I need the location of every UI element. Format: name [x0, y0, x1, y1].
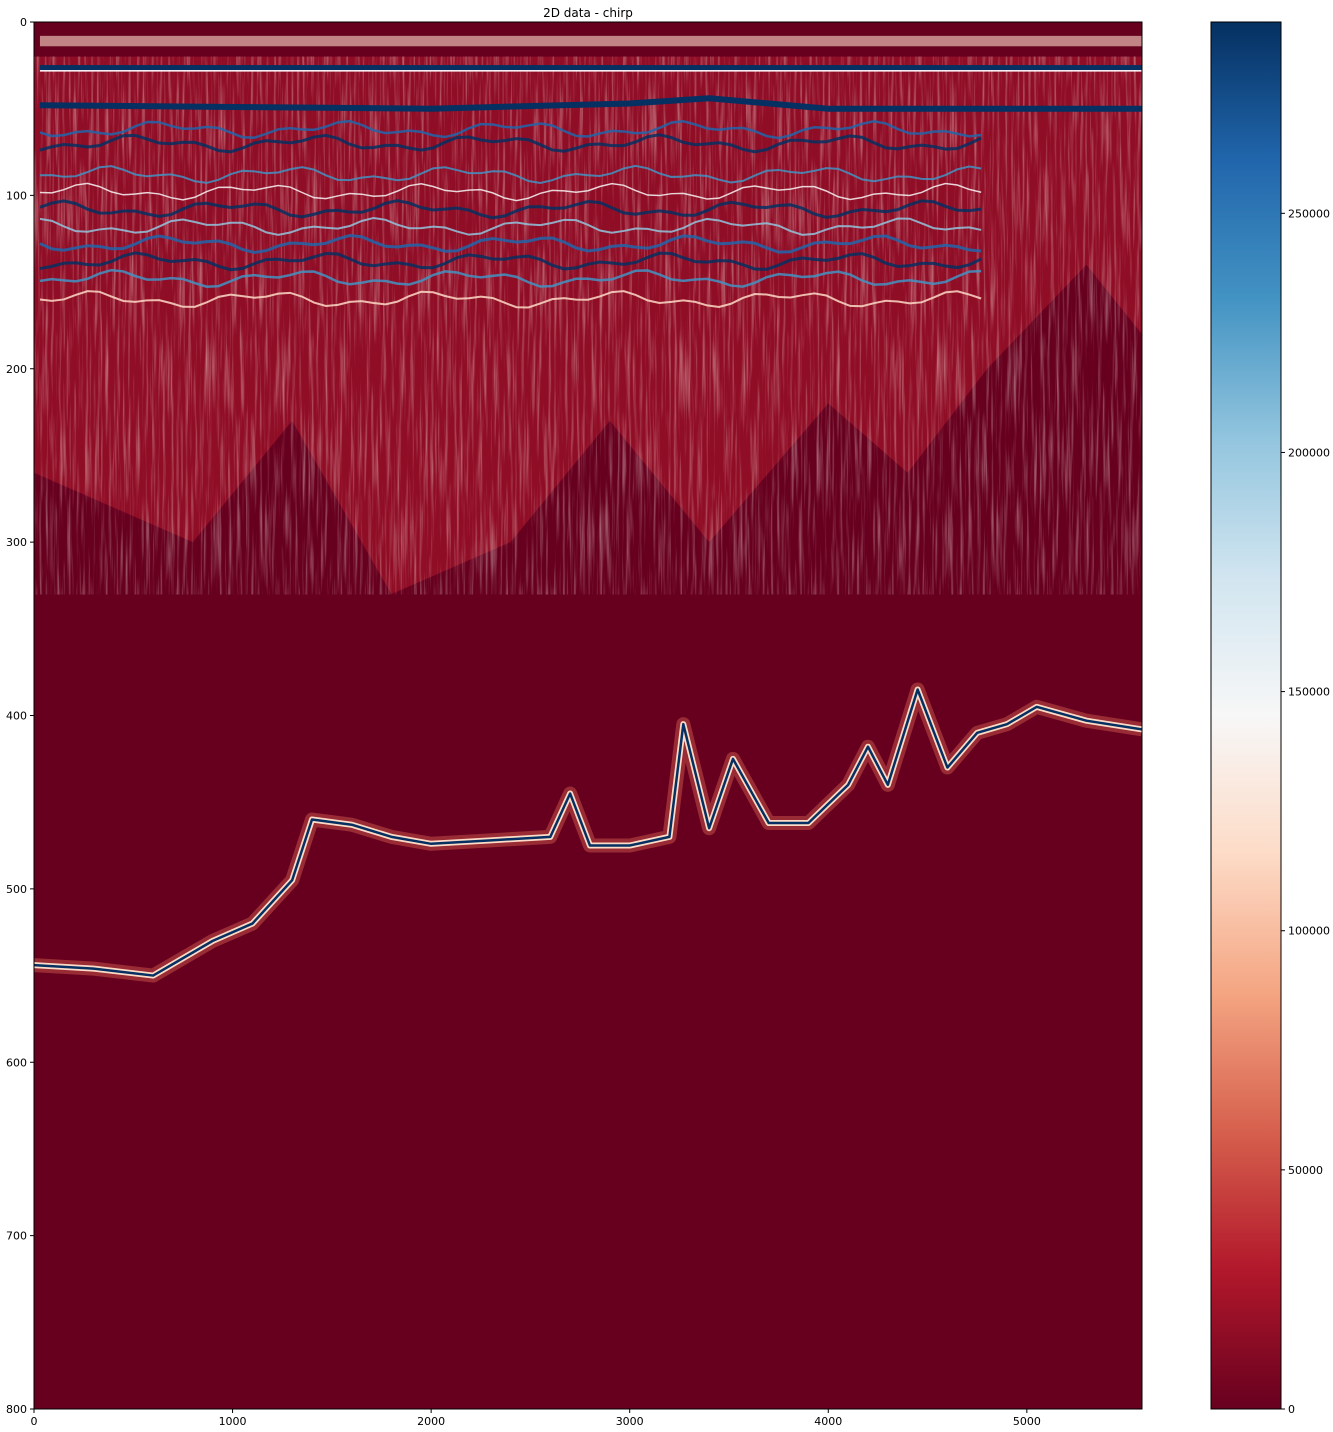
sediment-reflector — [39, 234, 982, 255]
x-axis: 0 1000 2000 3000 4000 5000 — [31, 1409, 1041, 1428]
y-tick-label: 500 — [6, 883, 27, 896]
sediment-reflector — [39, 133, 982, 154]
top-band — [39, 35, 1142, 47]
x-tick-label: 0 — [31, 1415, 38, 1428]
sediment-reflector — [39, 164, 982, 185]
seafloor-reflector — [39, 95, 1142, 112]
y-axis: 0 100 200 300 400 500 600 700 800 — [6, 16, 34, 1416]
sediment-reflector — [39, 251, 982, 272]
x-tick-label: 2000 — [417, 1415, 445, 1428]
colorbar-tick-label: 0 — [1288, 1403, 1295, 1416]
sediment-reflector — [39, 182, 982, 202]
sediment-reflector — [39, 290, 982, 309]
sediment-reflector — [39, 216, 982, 236]
direct-arrival — [39, 65, 1142, 71]
sediment-texture — [34, 56, 1142, 595]
plot-area — [34, 22, 1142, 1409]
y-tick-label: 0 — [20, 16, 27, 29]
sediment-reflector — [39, 268, 982, 288]
y-tick-label: 400 — [6, 710, 27, 723]
y-tick-label: 600 — [6, 1056, 27, 1069]
x-tick-label: 4000 — [814, 1415, 842, 1428]
colorbar-gradient — [1211, 22, 1281, 1409]
x-tick-label: 5000 — [1013, 1415, 1041, 1428]
x-tick-label: 3000 — [616, 1415, 644, 1428]
colorbar-tick-label: 200000 — [1288, 446, 1330, 459]
colorbar-tick-label: 250000 — [1288, 207, 1330, 220]
sediment-reflector — [39, 119, 982, 140]
y-tick-label: 100 — [6, 189, 27, 202]
colorbar: 0 50000 100000 150000 200000 250000 — [1210, 21, 1330, 1416]
x-tick-label: 1000 — [219, 1415, 247, 1428]
colorbar-frame — [1210, 21, 1282, 1410]
y-tick-label: 300 — [6, 536, 27, 549]
colorbar-tick-label: 100000 — [1288, 925, 1330, 938]
y-tick-label: 200 — [6, 363, 27, 376]
colorbar-tick-label: 50000 — [1288, 1164, 1323, 1177]
deep-reflector — [34, 688, 1142, 977]
direct-arrival-edge — [39, 70, 1142, 72]
chart-title: 2D data - chirp — [543, 6, 633, 20]
y-tick-label: 700 — [6, 1230, 27, 1243]
colorbar-tick-label: 150000 — [1288, 686, 1330, 699]
y-tick-label: 800 — [6, 1403, 27, 1416]
sediment-reflector — [39, 199, 982, 220]
